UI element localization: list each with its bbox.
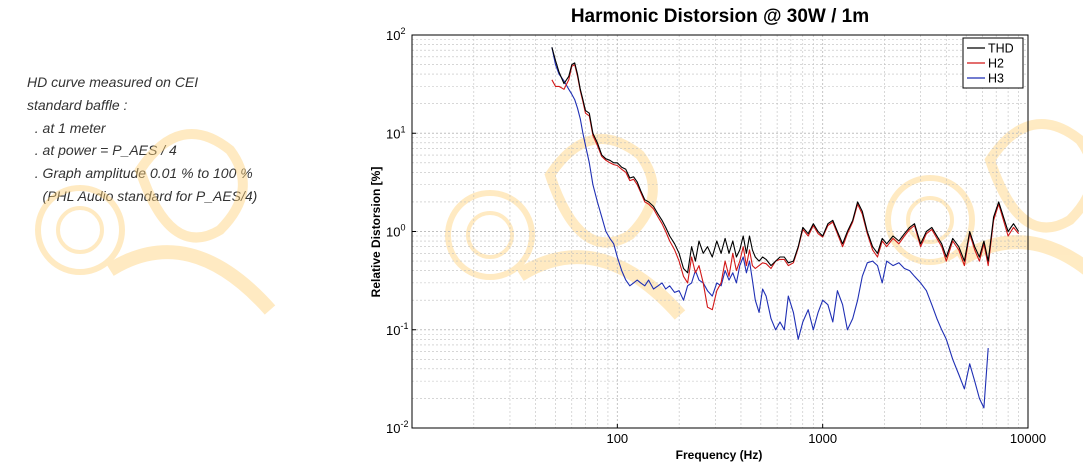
watermark-q-shape [544,134,658,248]
notes-line: . at 1 meter [27,119,106,136]
x-axis-label: Frequency (Hz) [676,448,763,462]
measurement-notes: HD curve measured on CEI standard baffle… [27,71,357,208]
x-tick-label: 1000 [808,431,837,446]
watermark-mark [885,119,1083,275]
y-tick-base: 10 [386,323,400,338]
watermark-arc [106,245,276,315]
watermark-mark [35,129,276,315]
series-line-h2 [551,64,1020,311]
y-tick-exponent: 2 [400,26,405,36]
x-tick-label: 100 [606,431,628,446]
legend-label-thd: THD [988,42,1014,56]
notes-line: standard baffle : [27,96,128,113]
y-tick-base: 10 [386,28,400,43]
notes-line: HD curve measured on CEI [27,74,199,90]
series-line-h3 [551,47,989,409]
chart-grid [412,35,1028,428]
watermark-ring [466,211,514,259]
y-tick-label: 10-2 [386,419,408,436]
y-axis-label: Relative Distorsion [%] [369,167,383,298]
y-tick-exponent: -1 [400,321,408,331]
legend-label-h2: H2 [988,57,1004,71]
y-tick-label: 102 [386,26,405,43]
chart-series [551,47,1020,409]
notes-panel: HD curve measured on CEI standard baffle… [0,0,360,350]
watermark-ring [35,185,125,275]
watermark-q-shape [984,119,1083,233]
watermark-q-shape [134,129,248,243]
watermark-ring [906,196,954,244]
watermark-arc [956,235,1083,275]
y-tick-exponent: 1 [400,124,405,134]
chart-title: Harmonic Distorsion @ 30W / 1m [571,6,869,27]
watermark-ring [445,190,535,280]
notes-line: . at power = P_AES / 4 [27,142,177,159]
y-tick-base: 10 [386,225,400,240]
legend-label-h3: H3 [988,72,1004,86]
series-line-thd [551,47,1020,274]
x-tick-labels: 100 1000 10000 [606,424,1046,446]
watermark-ring [885,175,975,265]
y-tick-label: 100 [386,223,405,240]
watermark-logo [35,119,1083,320]
watermark-mark [445,134,686,320]
y-tick-exponent: 0 [400,223,405,233]
notes-line: (PHL Audio standard for P_AES/4) [27,187,258,204]
x-tick-label: 10000 [1010,431,1046,446]
y-tick-exponent: -2 [400,419,408,429]
y-tick-label: 10-1 [386,321,408,338]
y-tick-base: 10 [386,421,400,436]
y-tick-label: 101 [386,124,405,141]
watermark-ring [56,206,104,254]
notes-line: . Graph amplitude 0.01 % to 100 % [27,165,253,182]
y-tick-base: 10 [386,126,400,141]
watermark-arc [516,250,686,320]
